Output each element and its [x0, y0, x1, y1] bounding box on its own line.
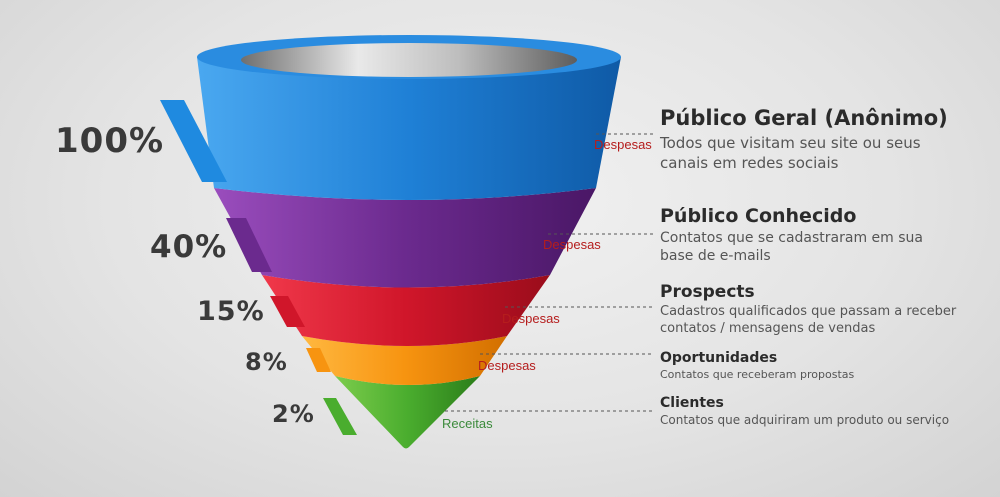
stage-title: Público Conhecido — [660, 205, 857, 227]
funnel-segment-purple — [214, 188, 596, 288]
stage-description-line: canais em redes sociais — [660, 153, 839, 172]
percent-tab-green — [323, 398, 357, 435]
stage-description-line: Todos que visitam seu site ou seus — [660, 134, 921, 152]
cost-label: Despesas — [478, 358, 536, 373]
percent-label: 100% — [55, 121, 165, 161]
percent-tab-purple — [226, 218, 272, 272]
stage-title: Clientes — [660, 395, 724, 411]
percent-label: 2% — [272, 400, 315, 428]
stage-description: Todos que visitam seu site ou seus canai… — [660, 134, 921, 173]
stage-description: Contatos que receberam propostas — [660, 368, 854, 382]
stage-description-line: Contatos que receberam propostas — [660, 368, 855, 381]
percent-label: 15% — [197, 296, 265, 327]
stage-description: Contatos que adquiriram um produto ou se… — [660, 413, 949, 429]
percent-tab-orange — [306, 348, 331, 372]
funnel-opening — [241, 43, 577, 77]
stage-description: Cadastros qualificados que passam a rece… — [660, 304, 956, 338]
cost-label: Despesas — [502, 311, 560, 326]
stage-title: Público Geral (Anônimo) — [660, 106, 948, 130]
stage-description: Contatos que se cadastraram em sua base … — [660, 229, 923, 265]
cost-label: Despesas — [594, 137, 652, 152]
percent-tab-blue — [160, 100, 227, 182]
percent-tab-red — [270, 296, 305, 327]
stage-description-line: Contatos que adquiriram um produto ou se… — [660, 413, 950, 427]
stage-title: Oportunidades — [660, 350, 778, 366]
percent-label: 8% — [245, 348, 288, 376]
cost-label: Despesas — [543, 237, 601, 252]
stage-description-line: base de e-mails — [660, 248, 771, 265]
funnel-segment-green — [335, 376, 480, 449]
percent-label: 40% — [150, 229, 228, 265]
stage-description-line: contatos / mensagens de vendas — [660, 320, 876, 336]
funnel-segment-blue — [197, 57, 621, 200]
funnel-segment-red — [262, 275, 550, 346]
revenue-label: Receitas — [442, 416, 493, 431]
stage-description-line: Cadastros qualificados que passam a rece… — [660, 304, 957, 319]
stage-title: Prospects — [660, 282, 755, 302]
stage-description-line: Contatos que se cadastraram em sua — [660, 230, 923, 246]
funnel-segment-orange — [302, 336, 507, 385]
